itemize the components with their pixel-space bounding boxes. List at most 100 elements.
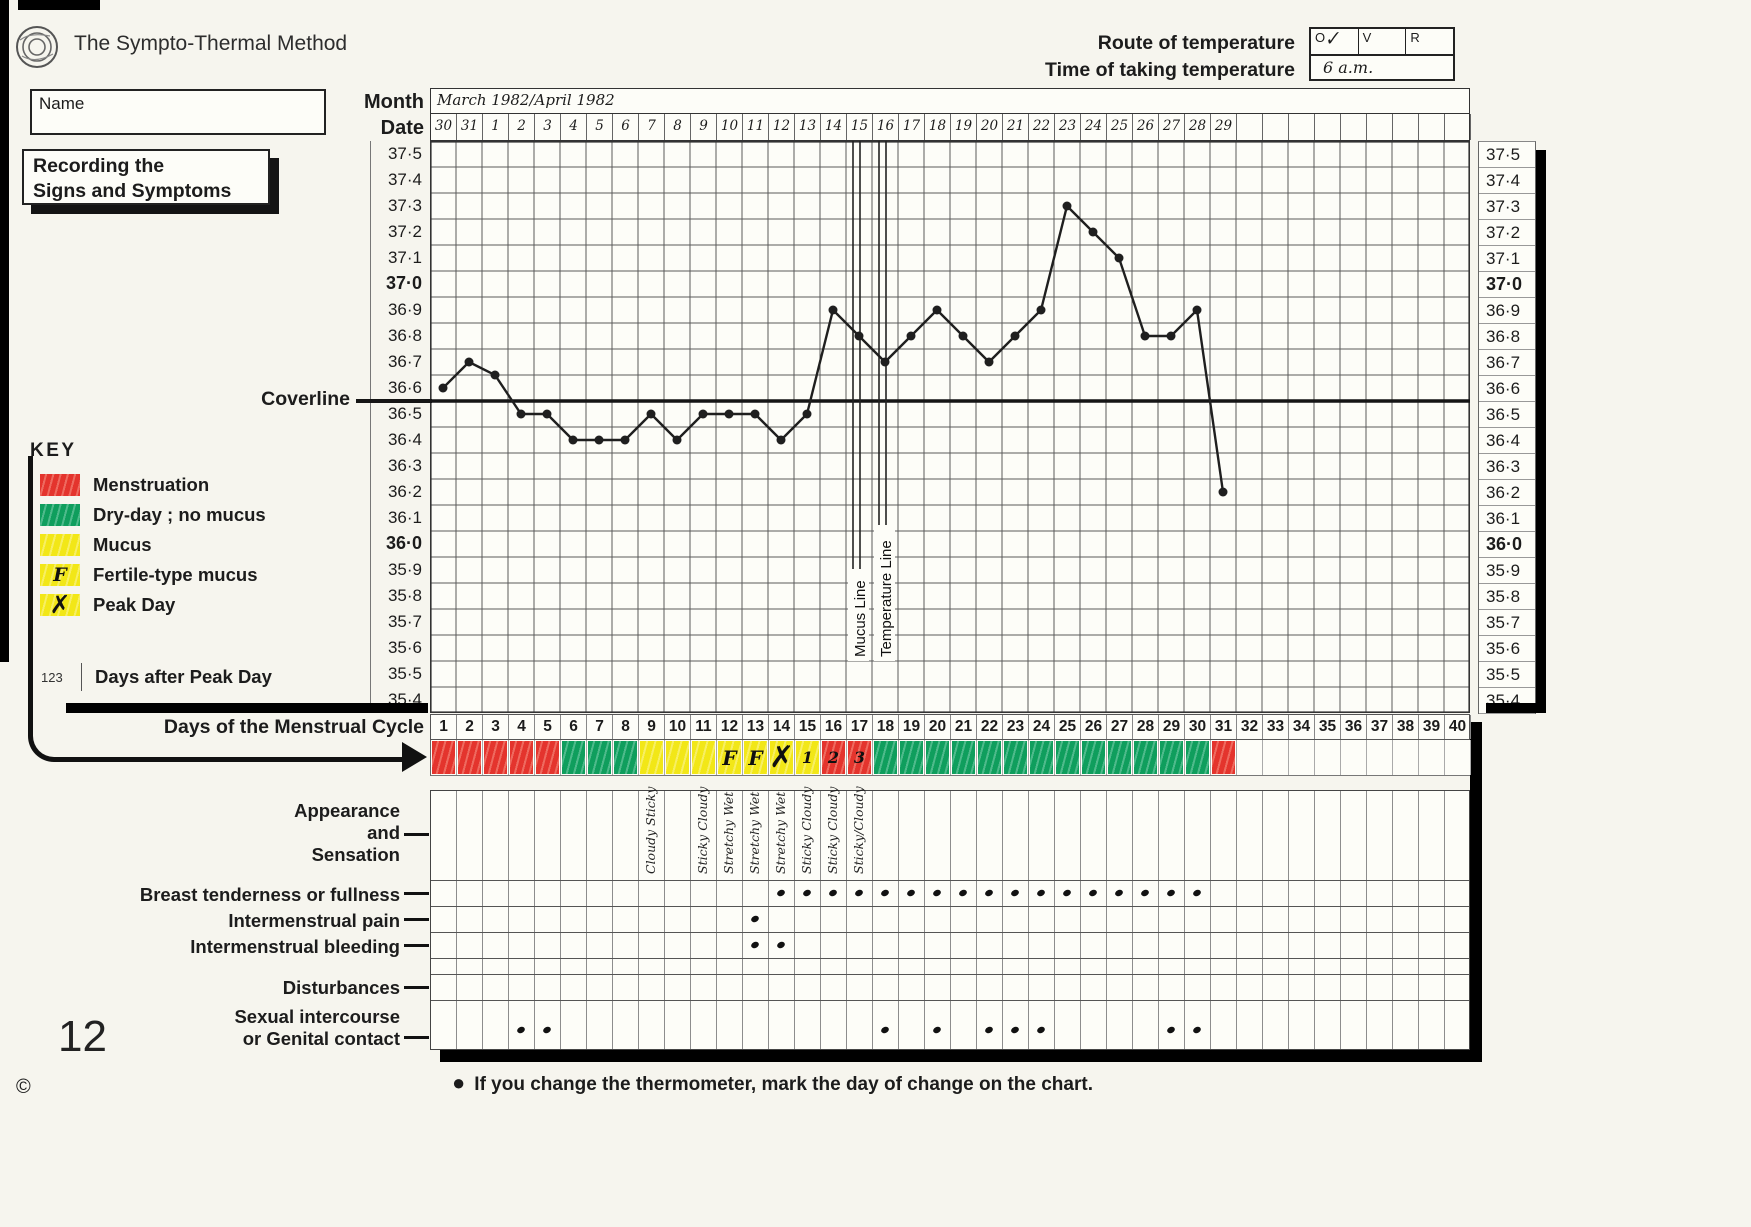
cycle-day-number: 27	[1107, 715, 1133, 739]
temp-scale-value: 37·5	[387, 144, 422, 163]
symptoms-table	[430, 790, 1470, 1050]
shadow-right-scale-bottom	[1486, 703, 1546, 713]
temp-scale-value: 36·4	[1479, 428, 1535, 454]
page-number: 12	[58, 1012, 107, 1061]
cycle-day-color	[1082, 741, 1105, 774]
footnote-text: If you change the thermometer, mark the …	[474, 1074, 1093, 1095]
row-appearance	[431, 791, 1469, 881]
temp-scale-value: 37·3	[387, 196, 422, 215]
cycle-day-square	[457, 740, 483, 775]
temp-scale-value: 36·7	[387, 352, 422, 371]
date-cell: 10	[717, 114, 743, 140]
disturbances-label: Disturbances	[282, 977, 400, 998]
cycle-day-color: F	[744, 741, 767, 774]
route-time-box: O ✓ V R 6 a.m.	[1309, 27, 1455, 81]
cycle-day-number: 22	[977, 715, 1003, 739]
shadow-bottom-table-bottom	[440, 1050, 1482, 1062]
temp-scale-value: 35·6	[387, 638, 422, 657]
cycle-day-square	[1081, 740, 1107, 775]
temp-scale-value: 36·9	[1479, 298, 1535, 324]
key-swatch: 123	[40, 663, 82, 691]
date-cell	[1445, 114, 1471, 140]
date-cell: 25	[1107, 114, 1133, 140]
cycle-day-number: 23	[1003, 715, 1029, 739]
shadow-left-scale	[66, 703, 428, 713]
date-cell: 17	[899, 114, 925, 140]
cycle-day-number: 40	[1445, 715, 1471, 739]
date-cell: 1	[483, 114, 509, 140]
key-title: KEY	[30, 440, 77, 461]
cycle-day-color: F	[718, 741, 741, 774]
breast-tenderness-label: Breast tenderness or fullness	[139, 884, 400, 905]
date-cell: 2	[509, 114, 535, 140]
date-cell: 13	[795, 114, 821, 140]
cycle-day-number: 13	[743, 715, 769, 739]
cycle-row-label: Days of the Menstrual Cycle	[163, 716, 424, 738]
intercourse-label: Sexual intercourse or Genital contact	[40, 1006, 400, 1050]
cycle-day-color: ✗	[768, 740, 795, 774]
temp-scale-value: 36·6	[387, 378, 422, 397]
month-label: Month	[364, 91, 424, 113]
temp-scale-value: 36·6	[1479, 376, 1535, 402]
appearance-dash	[404, 833, 429, 836]
temp-scale-value: 37·1	[387, 248, 422, 267]
date-cell: 8	[665, 114, 691, 140]
date-cell: 28	[1185, 114, 1211, 140]
key-item: Mucus	[40, 530, 272, 560]
date-cell: 29	[1211, 114, 1237, 140]
month-value: March 1982/April 1982	[437, 91, 615, 109]
cycle-day-number: 16	[821, 715, 847, 739]
date-cell	[1367, 114, 1393, 140]
name-label: Name	[39, 94, 85, 113]
key-item: F Fertile-type mucus	[40, 560, 272, 590]
cycle-day-square	[1003, 740, 1029, 775]
cycle-day-color	[978, 741, 1001, 774]
cycle-day-square	[1211, 740, 1237, 775]
cycle-day-number: 39	[1419, 715, 1445, 739]
temp-scale-value: 35·5	[387, 664, 422, 683]
cycle-day-color	[432, 741, 455, 774]
temp-scale-value: 37·2	[387, 222, 422, 241]
cycle-day-number: 10	[665, 715, 691, 739]
temp-scale-value: 36·5	[387, 404, 422, 423]
thermometer-footnote: ● If you change the thermometer, mark the…	[452, 1070, 1093, 1096]
cycle-day-square: F	[717, 740, 743, 775]
cycle-day-square	[1263, 740, 1289, 775]
cycle-day-color	[510, 741, 533, 774]
cycle-day-color	[666, 741, 689, 774]
temp-scale-value: 37·5	[1479, 142, 1535, 168]
cycle-day-number: 7	[587, 715, 613, 739]
date-cell	[1393, 114, 1419, 140]
cycle-day-color	[952, 741, 975, 774]
cycle-day-number: 14	[769, 715, 795, 739]
cycle-day-square: 1	[795, 740, 821, 775]
temp-scale-value: 35·7	[387, 612, 422, 631]
row-spacer	[431, 959, 1469, 975]
cycle-day-square	[1341, 740, 1367, 775]
page-title: The Sympto-Thermal Method	[74, 32, 348, 55]
pain-dash	[404, 918, 429, 921]
cycle-day-number: 21	[951, 715, 977, 739]
key-swatch	[40, 504, 80, 526]
route-cells: O ✓ V R	[1311, 27, 1453, 56]
date-cell: 5	[587, 114, 613, 140]
date-cell: 3	[535, 114, 561, 140]
cycle-day-color	[692, 741, 715, 774]
row-breast-tenderness	[431, 881, 1469, 907]
key-item: ✗ Peak Day	[40, 590, 272, 620]
appearance-label: Appearance and Sensation	[40, 800, 400, 866]
key-swatch: F	[40, 564, 80, 586]
cycle-day-color: 1	[796, 741, 819, 774]
recording-line-1: Recording the	[33, 155, 165, 177]
cycle-day-square	[1029, 740, 1055, 775]
cycle-day-square	[1367, 740, 1393, 775]
cycle-day-square	[1393, 740, 1419, 775]
cycle-day-square	[1107, 740, 1133, 775]
cycle-day-number: 12	[717, 715, 743, 739]
temp-scale-value: 37·4	[1479, 168, 1535, 194]
cycle-day-number: 6	[561, 715, 587, 739]
key-item: Menstruation	[40, 470, 272, 500]
cycle-day-color	[900, 741, 923, 774]
cycle-day-squares: F F ✗ 1 2 3	[430, 740, 1471, 776]
